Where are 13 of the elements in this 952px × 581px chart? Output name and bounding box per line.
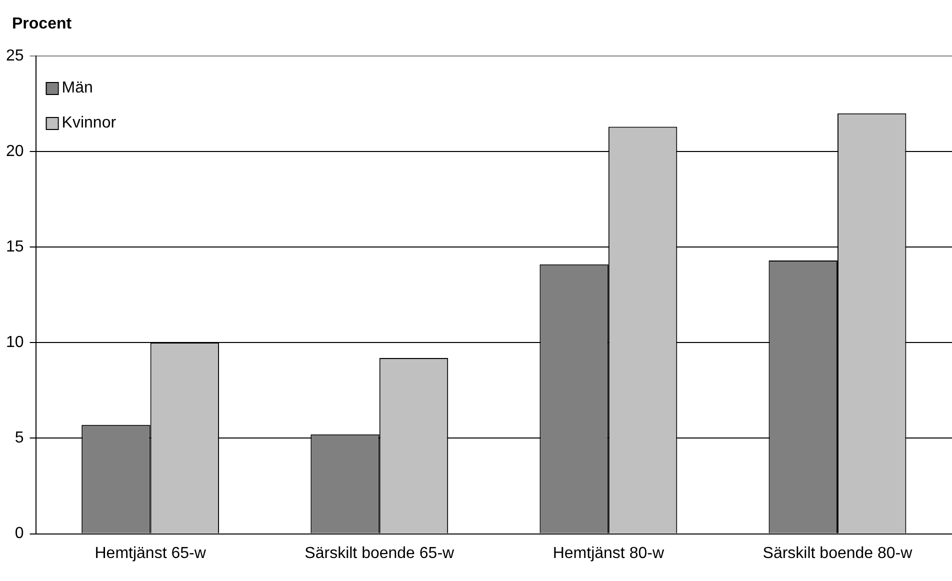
x-tick-label: Hemtjänst 65-w (94, 544, 206, 562)
y-tick-label: 20 (6, 142, 24, 160)
y-axis-title: Procent (12, 15, 72, 32)
x-tick-label: Särskilt boende 65-w (304, 544, 455, 562)
y-tick-label: 25 (6, 47, 24, 64)
y-tick-label: 15 (6, 238, 24, 256)
x-tick-label: Särskilt boende 80-w (762, 544, 913, 562)
y-tick-label: 0 (14, 525, 24, 542)
legend-label: Män (62, 79, 93, 96)
y-tick-label: 5 (14, 430, 24, 447)
y-tick-label: 10 (6, 334, 24, 352)
x-tick-label: Hemtjänst 80-w (552, 544, 664, 562)
legend-label: Kvinnor (62, 114, 117, 132)
